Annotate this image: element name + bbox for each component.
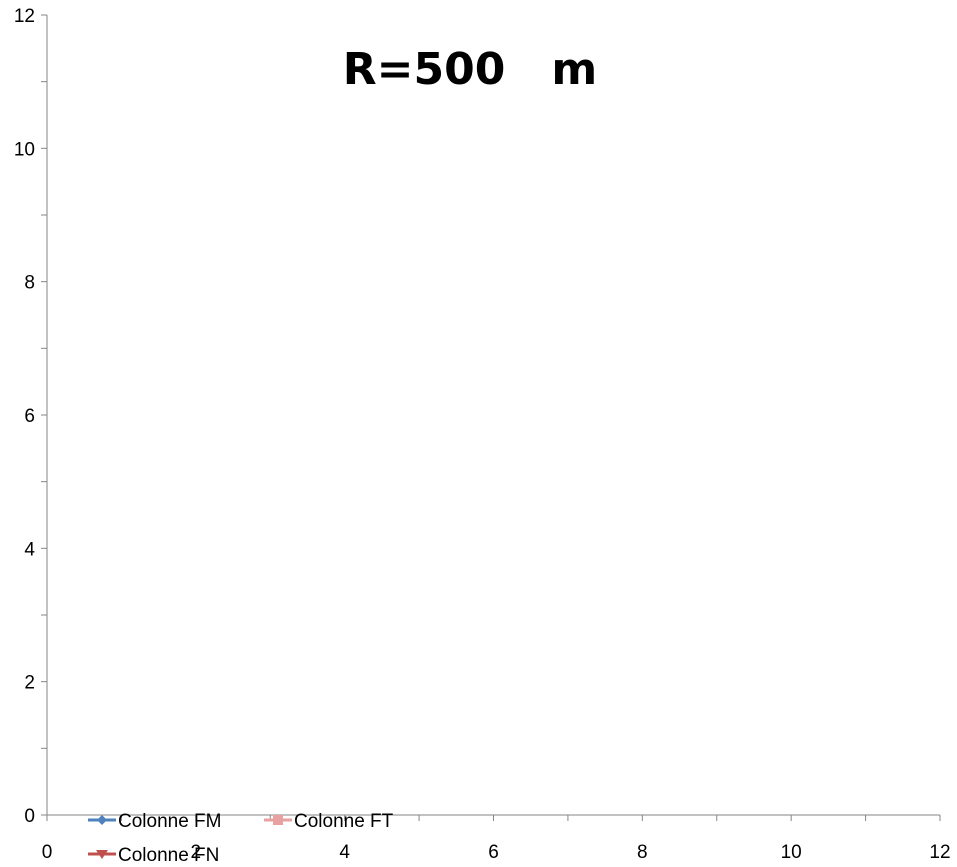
x-tick-label: 10 [781,842,802,863]
legend-label: Colonne FN [118,845,219,866]
diamond-marker [97,815,107,825]
y-tick-label: 2 [24,673,35,694]
chart-axes [46,15,940,816]
legend-label: Colonne FM [118,811,222,832]
x-tick-label: 0 [42,842,53,863]
y-tick-label: 0 [24,806,35,827]
chart-title: R=500 m [343,44,597,95]
x-tick-label: 6 [488,842,499,863]
chart-legend: Colonne FM Colonne FT Colonne FN [88,811,394,866]
x-tick-label: 12 [929,842,950,863]
y-tick-label: 4 [24,539,35,560]
triangle-marker [96,850,108,859]
chart-ticks: 0 2 4 6 8 10 12 0 2 4 6 8 10 12 [14,6,951,863]
y-tick-label: 6 [24,406,35,427]
legend-item: Colonne FT [264,811,394,832]
square-marker [273,815,283,825]
x-tick-label: 4 [339,842,350,863]
y-tick-label: 12 [14,6,35,27]
legend-label: Colonne FT [294,811,394,832]
legend-item: Colonne FN [88,845,219,866]
y-tick-label: 10 [14,139,35,160]
legend-item: Colonne FM [88,811,222,832]
y-tick-label: 8 [24,273,35,294]
x-tick-label: 2 [191,842,202,863]
x-tick-label: 8 [637,842,648,863]
